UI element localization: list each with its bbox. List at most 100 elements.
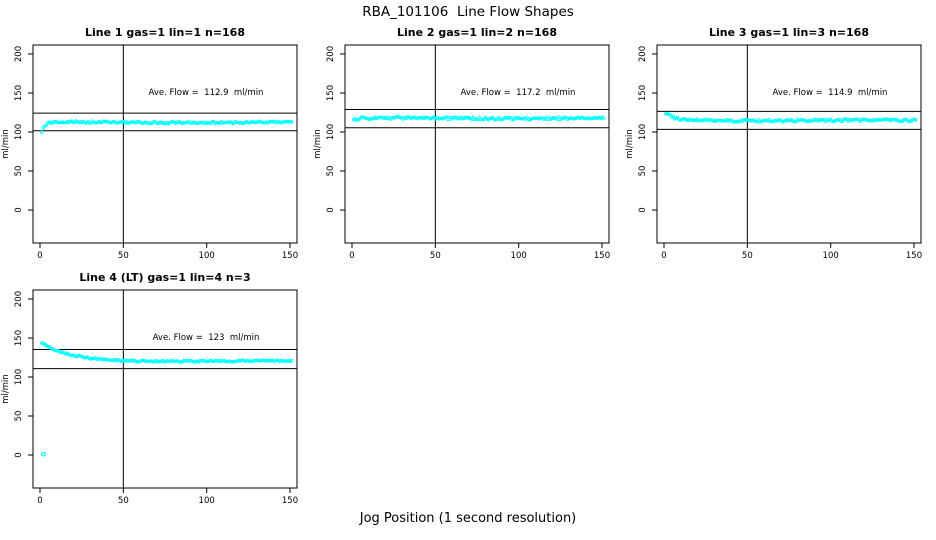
outlier-point xyxy=(40,451,46,457)
data-point xyxy=(245,358,249,363)
data-point xyxy=(87,121,92,125)
panel-title: Line 1 gas=1 lin=1 n=168 xyxy=(84,26,245,39)
data-point xyxy=(62,120,66,125)
y-tick-label: 50 xyxy=(326,166,336,177)
data-point xyxy=(443,115,447,119)
panel-plot: 0 50 100 150 0 50 100 150 200 ml/min xyxy=(1,289,298,506)
y-tick-label: 150 xyxy=(638,85,648,101)
data-point xyxy=(753,119,758,124)
data-series xyxy=(39,119,294,135)
data-point xyxy=(216,121,221,125)
data-point xyxy=(568,116,573,120)
y-tick-label: 150 xyxy=(14,85,24,101)
y-tick-label: 0 xyxy=(14,207,24,212)
data-point xyxy=(158,120,162,124)
data-point xyxy=(114,121,119,125)
plot-box xyxy=(344,44,610,244)
data-point xyxy=(234,120,239,125)
plot-box xyxy=(32,44,298,244)
x-tick-label: 150 xyxy=(594,251,610,261)
data-point xyxy=(259,358,264,362)
data-point xyxy=(93,121,98,125)
data-point xyxy=(126,121,131,125)
data-point xyxy=(140,121,144,125)
data-point xyxy=(450,116,455,120)
y-tick-label: 100 xyxy=(14,124,24,140)
x-tick-label: 0 xyxy=(37,496,42,506)
y-axis-label: ml/min xyxy=(625,129,635,159)
y-tick-label: 200 xyxy=(14,291,24,307)
data-point xyxy=(579,115,583,120)
y-tick-label: 0 xyxy=(14,452,24,457)
y-tick-label: 50 xyxy=(14,166,24,177)
data-point xyxy=(120,120,125,124)
data-point xyxy=(562,115,567,120)
data-point xyxy=(710,118,714,123)
panel-title: Line 3 gas=1 lin=3 n=168 xyxy=(708,26,869,39)
data-point xyxy=(519,116,524,121)
data-point xyxy=(722,119,726,123)
data-point xyxy=(274,358,279,363)
data-point xyxy=(201,359,206,363)
data-point xyxy=(488,116,492,120)
data-point xyxy=(289,358,294,363)
panel-plot: 0 50 100 150 0 50 100 150 200 ml/min xyxy=(1,44,298,261)
data-point xyxy=(494,117,498,121)
data-point xyxy=(39,341,44,345)
data-point xyxy=(83,121,87,125)
data-point xyxy=(210,359,215,364)
data-point xyxy=(105,120,110,124)
x-tick-label: 50 xyxy=(118,496,129,506)
data-point xyxy=(869,118,873,123)
y-tick-label: 50 xyxy=(14,411,24,422)
panel-line-4: Line 4 (LT) gas=1 lin=4 n=3 0 50 100 150 0 50… xyxy=(0,265,312,510)
data-point xyxy=(135,120,140,124)
data-point xyxy=(198,120,203,125)
data-point xyxy=(271,119,276,124)
data-point xyxy=(210,119,215,124)
data-point xyxy=(194,359,198,364)
data-point xyxy=(369,117,374,121)
data-point xyxy=(221,359,225,363)
y-tick-label: 100 xyxy=(14,369,24,385)
data-point xyxy=(149,359,153,363)
data-point xyxy=(557,115,561,119)
data-point xyxy=(253,358,258,362)
data-point xyxy=(280,359,285,363)
data-point xyxy=(271,359,276,363)
data-point xyxy=(288,120,292,124)
data-point xyxy=(668,113,672,117)
data-point xyxy=(248,359,252,364)
data-point xyxy=(140,358,144,363)
data-point xyxy=(702,117,707,122)
data-point xyxy=(243,120,248,124)
data-point xyxy=(135,359,140,364)
data-point xyxy=(77,354,81,358)
data-point xyxy=(111,120,116,124)
y-tick-label: 0 xyxy=(638,207,648,212)
data-point xyxy=(885,117,889,121)
data-point xyxy=(213,358,218,363)
y-tick-label: 0 xyxy=(326,207,336,212)
ave-flow-annotation: Ave. Flow = 114.9 ml/min xyxy=(772,88,888,98)
data-point xyxy=(759,119,764,123)
data-point xyxy=(234,359,239,363)
y-tick-label: 150 xyxy=(14,330,24,346)
x-tick-label: 50 xyxy=(742,251,753,261)
data-point xyxy=(728,118,732,123)
data-point xyxy=(699,118,704,123)
data-point xyxy=(47,120,51,125)
data-series xyxy=(351,114,606,122)
figure-title: RBA_101106 Line Flow Shapes xyxy=(362,4,574,20)
x-tick-label: 100 xyxy=(511,251,527,261)
data-point xyxy=(692,118,696,122)
panel-title: Line 2 gas=1 lin=2 n=168 xyxy=(396,26,557,39)
data-point xyxy=(289,120,294,124)
panel-title: Line 4 (LT) gas=1 lin=4 n=3 xyxy=(79,271,251,284)
panel-plot: 0 50 100 150 0 50 100 150 200 ml/min xyxy=(625,44,922,261)
data-point xyxy=(240,121,245,125)
data-point xyxy=(440,116,444,121)
data-point xyxy=(387,117,392,121)
data-point xyxy=(410,116,414,120)
